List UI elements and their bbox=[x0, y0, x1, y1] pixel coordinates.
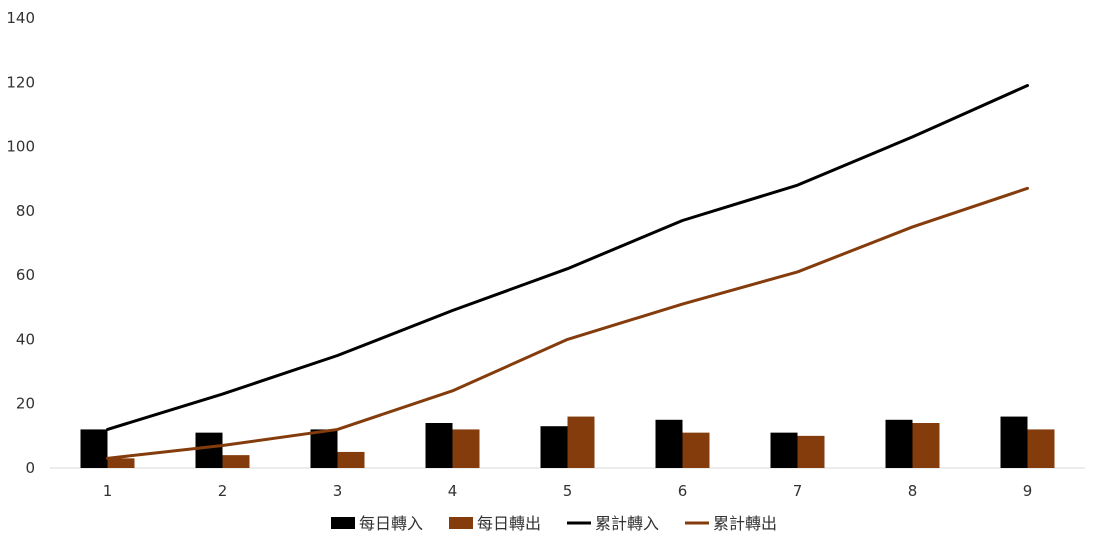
bar-1 bbox=[655, 419, 683, 468]
y-axis-ticks: 0 20 40 60 80 100 120 140 bbox=[6, 9, 35, 477]
bar-series bbox=[80, 416, 1055, 468]
y-tick-label: 80 bbox=[16, 202, 35, 220]
bar-2 bbox=[107, 458, 135, 468]
bar-2 bbox=[567, 416, 595, 468]
bar-2 bbox=[682, 432, 710, 468]
legend-item: 累計轉出 bbox=[685, 514, 777, 533]
x-tick-label: 3 bbox=[333, 482, 343, 500]
y-tick-label: 0 bbox=[25, 459, 35, 477]
legend: 每日轉入 每日轉出 累計轉入 累計轉出 bbox=[331, 514, 777, 533]
x-tick-label: 9 bbox=[1023, 482, 1033, 500]
y-tick-label: 140 bbox=[6, 9, 35, 27]
line-series bbox=[106, 84, 1029, 460]
bar-1 bbox=[195, 432, 223, 468]
x-axis-ticks: 1 2 3 4 5 6 7 8 9 bbox=[103, 482, 1033, 500]
bar-2 bbox=[337, 451, 365, 468]
legend-item: 每日轉出 bbox=[449, 514, 541, 533]
bar-2 bbox=[912, 423, 940, 468]
bar-1 bbox=[1000, 416, 1028, 468]
legend-label: 每日轉出 bbox=[477, 514, 541, 533]
y-tick-label: 120 bbox=[6, 73, 35, 91]
x-tick-label: 4 bbox=[448, 482, 458, 500]
bar-1 bbox=[425, 423, 453, 468]
bar-2 bbox=[222, 455, 250, 468]
legend-label: 每日轉入 bbox=[359, 514, 423, 533]
legend-item: 每日轉入 bbox=[331, 514, 423, 533]
bar-1 bbox=[770, 432, 798, 468]
legend-label: 累計轉出 bbox=[713, 514, 777, 533]
x-tick-label: 7 bbox=[793, 482, 803, 500]
line-1 bbox=[106, 84, 1029, 431]
legend-item: 累計轉入 bbox=[567, 514, 659, 533]
bar-1 bbox=[540, 426, 568, 468]
line-2 bbox=[106, 186, 1029, 460]
x-tick-label: 6 bbox=[678, 482, 688, 500]
y-tick-label: 60 bbox=[16, 266, 35, 284]
bar-2 bbox=[797, 435, 825, 468]
x-tick-label: 5 bbox=[563, 482, 573, 500]
y-tick-label: 40 bbox=[16, 330, 35, 348]
legend-label: 累計轉入 bbox=[595, 514, 659, 533]
x-tick-label: 2 bbox=[218, 482, 228, 500]
bar-2 bbox=[1027, 429, 1055, 468]
bar-2 bbox=[452, 429, 480, 468]
bar-1 bbox=[310, 429, 338, 468]
bar-1 bbox=[885, 419, 913, 468]
y-tick-label: 100 bbox=[6, 138, 35, 156]
bar-1 bbox=[80, 429, 108, 468]
y-tick-label: 20 bbox=[16, 395, 35, 413]
legend-swatch-bar bbox=[331, 517, 355, 529]
legend-swatch-bar bbox=[449, 517, 473, 529]
x-tick-label: 1 bbox=[103, 482, 113, 500]
x-tick-label: 8 bbox=[908, 482, 918, 500]
